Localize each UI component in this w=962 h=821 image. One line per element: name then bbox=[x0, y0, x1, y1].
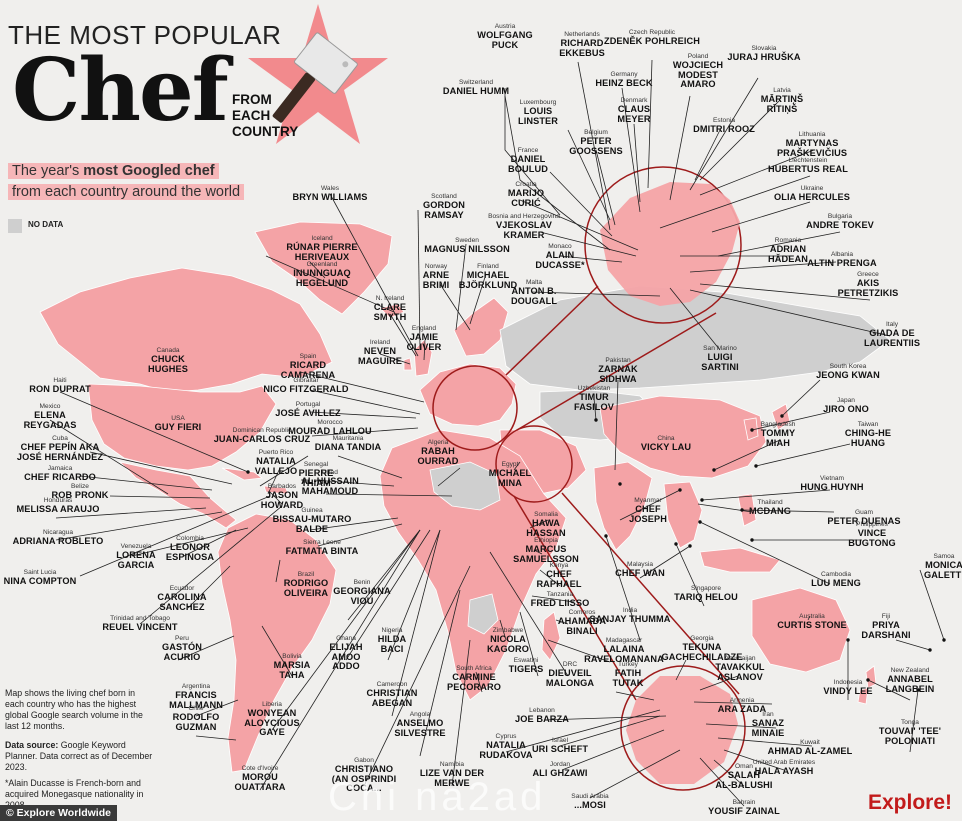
australia-land bbox=[751, 587, 851, 673]
europe-land bbox=[419, 297, 517, 427]
header-from-each-country: FROM EACH COUNTRY bbox=[232, 92, 299, 139]
caribbean-land bbox=[221, 467, 289, 495]
zoom-connector bbox=[561, 492, 740, 695]
middle-east-zoom-land bbox=[626, 676, 738, 784]
russia-nodata bbox=[499, 285, 891, 391]
china-land bbox=[599, 395, 767, 479]
continents bbox=[39, 221, 891, 773]
watermark: Chi na2ad bbox=[328, 775, 547, 819]
pins bbox=[246, 414, 946, 692]
map-note: Map shows the living chef born in each c… bbox=[5, 688, 143, 731]
subtitle-line-1: The year's most Googled chef bbox=[8, 163, 219, 179]
canada-land bbox=[39, 267, 333, 393]
uk-ireland-land bbox=[403, 339, 433, 377]
header-main-word: Chef bbox=[12, 40, 229, 141]
india-land bbox=[593, 461, 653, 551]
no-data-label: NO DATA bbox=[28, 220, 64, 229]
header-top-line: THE MOST POPULAR bbox=[8, 20, 282, 50]
africa-nodata bbox=[429, 461, 501, 635]
korea-japan-land bbox=[743, 403, 791, 441]
zoom-connector bbox=[516, 312, 717, 431]
africa-land bbox=[379, 429, 567, 701]
zoom-connector bbox=[505, 285, 599, 376]
middle-east-zoom-circle-small bbox=[495, 425, 573, 503]
subtitle-line-2: from each country around the world bbox=[8, 184, 245, 200]
zoom-connector bbox=[513, 495, 637, 701]
europe-zoom-circle-large bbox=[584, 166, 742, 324]
no-data-swatch bbox=[8, 219, 22, 233]
madagascar-land bbox=[541, 611, 561, 661]
europe-zoom-circle-small bbox=[432, 365, 518, 451]
leader-lines bbox=[49, 59, 945, 807]
mexico-central-america-land bbox=[118, 461, 237, 529]
south-america-land bbox=[217, 513, 337, 773]
new-zealand-land bbox=[857, 665, 877, 705]
usa-land bbox=[87, 383, 277, 471]
zoom-circle-fill bbox=[600, 182, 740, 784]
cleaver-knife-icon bbox=[272, 32, 358, 123]
photo-credit: © Explore Worldwide bbox=[0, 805, 117, 821]
europe-zoom-land bbox=[600, 182, 740, 306]
southeast-asia-land bbox=[663, 481, 781, 573]
explore-logo: Explore! bbox=[867, 791, 952, 814]
data-source-note: Data source: Google Keyword Planner. Dat… bbox=[5, 740, 153, 772]
